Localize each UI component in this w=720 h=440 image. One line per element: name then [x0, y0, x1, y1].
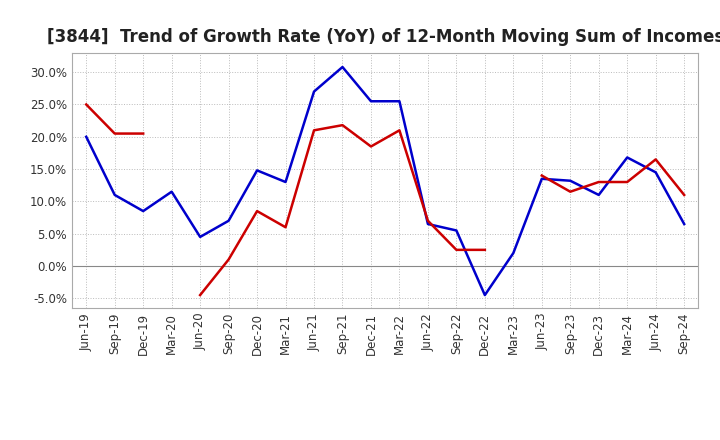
Title: [3844]  Trend of Growth Rate (YoY) of 12-Month Moving Sum of Incomes: [3844] Trend of Growth Rate (YoY) of 12-… — [47, 28, 720, 46]
